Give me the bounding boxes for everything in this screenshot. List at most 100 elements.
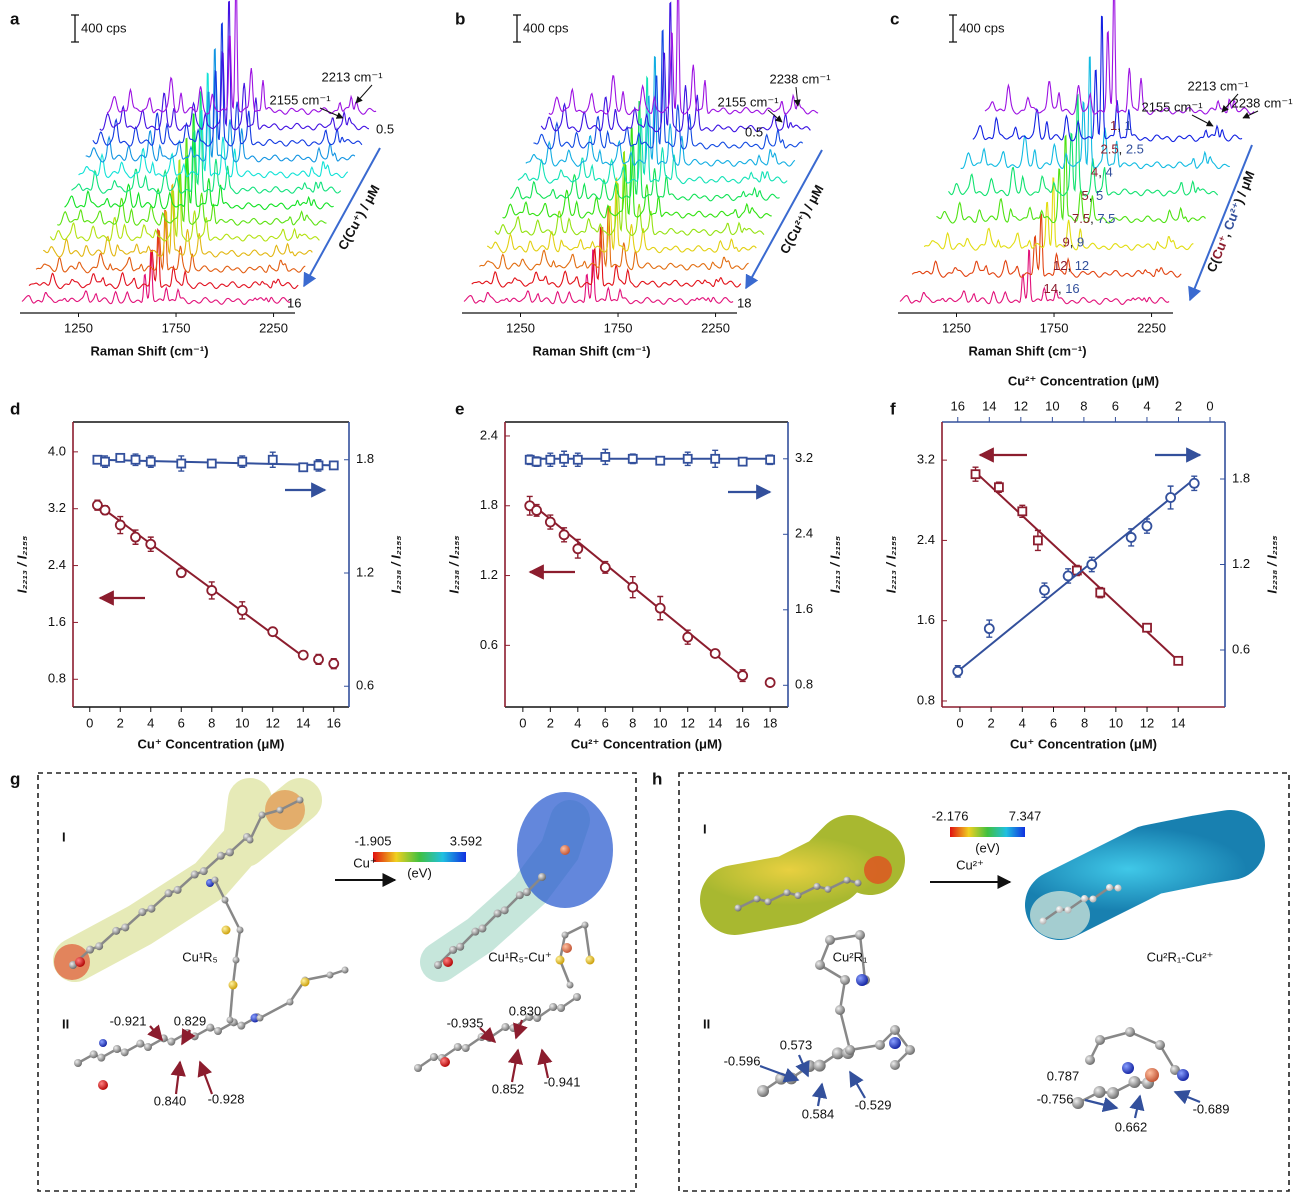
atom	[456, 943, 464, 951]
x-tick-label: 1250	[942, 320, 971, 335]
esp-region	[864, 856, 892, 884]
cu1-concentration: 4	[1091, 165, 1098, 180]
y2-tick-label: 1.8	[1232, 470, 1250, 485]
atom	[165, 889, 173, 897]
charge-label: 0.830	[509, 1003, 542, 1018]
cu2-concentration: 16	[1065, 282, 1079, 297]
atom	[99, 1039, 107, 1047]
charge-label: 0.829	[174, 1013, 207, 1028]
data-point	[330, 461, 338, 469]
atom	[586, 956, 595, 965]
cu2-concentration: 5	[1096, 188, 1103, 203]
panel-label: a	[10, 9, 20, 28]
y-axis-label: I₂₂₁₃ / I₂₁₅₅	[883, 536, 898, 593]
colorbar-max: 7.347	[1009, 808, 1042, 823]
scale-bar-label: 400 cps	[959, 20, 1005, 35]
atom	[233, 957, 240, 964]
x-tick-label: 18	[763, 715, 777, 730]
data-point	[101, 506, 110, 515]
x-tick-label: 2250	[1137, 320, 1166, 335]
atom	[1155, 1040, 1165, 1050]
x-tick-label: 0	[956, 715, 963, 730]
x-axis-label: Cu²⁺ Concentration (μM)	[571, 736, 722, 751]
charge-label: -0.689	[1193, 1101, 1230, 1116]
panel-label: f	[890, 399, 896, 418]
atom	[1145, 1068, 1159, 1082]
peak-annotation: 2155 cm⁻¹	[1141, 99, 1203, 114]
y-tick-label: 3.2	[917, 452, 935, 467]
x-tick-label: 12	[1140, 715, 1154, 730]
scale-bar	[513, 15, 521, 42]
cu1-concentration: 12	[1053, 258, 1067, 273]
y-tick-label: 4.0	[48, 443, 66, 458]
atom	[1177, 1069, 1189, 1081]
section-label: I	[62, 829, 66, 844]
charge-label: -0.756	[1037, 1091, 1074, 1106]
atom	[136, 1040, 144, 1048]
atom	[1085, 1055, 1095, 1065]
x-tick-label: 16	[327, 715, 341, 730]
atom	[90, 1050, 98, 1058]
data-point	[546, 456, 554, 464]
data-point	[656, 604, 665, 613]
atom	[735, 905, 742, 912]
y-tick-label: 3.2	[48, 500, 66, 515]
x2-tick-label: 0	[1206, 398, 1213, 413]
data-point	[628, 583, 637, 592]
data-point	[177, 460, 185, 468]
x-tick-label: 14	[1171, 715, 1185, 730]
atom	[1115, 885, 1122, 892]
atom	[443, 957, 453, 967]
charge-label: 0.662	[1115, 1119, 1148, 1134]
atom	[95, 942, 103, 950]
bond	[225, 900, 240, 930]
esp-region	[1030, 891, 1090, 939]
atom	[1081, 895, 1088, 902]
atom	[226, 848, 234, 856]
data-point	[683, 633, 692, 642]
y-axis-label: I₂₂₃₈ / I₂₁₅₅	[446, 535, 461, 593]
x2-tick-label: 10	[1045, 398, 1059, 413]
atom	[86, 946, 94, 954]
atom	[501, 906, 509, 914]
atom	[795, 892, 802, 899]
colorbar	[373, 852, 466, 862]
data-point	[738, 671, 747, 680]
y-tick-label: 2.4	[917, 532, 935, 547]
atom	[327, 972, 334, 979]
reaction-reagent: Cu⁺	[353, 855, 376, 870]
annotation-arrow	[1192, 115, 1213, 126]
data-point	[766, 678, 775, 687]
atom	[113, 1045, 121, 1053]
annotation-arrow	[320, 108, 343, 118]
x2-tick-label: 4	[1143, 398, 1150, 413]
y2-tick-label: 1.2	[1232, 556, 1250, 571]
spectrum-trace	[900, 250, 1169, 304]
data-point	[560, 530, 569, 539]
data-point	[684, 455, 692, 463]
concentration-label: 14, 16	[1044, 282, 1080, 297]
bond	[840, 1010, 850, 1050]
atom	[74, 1059, 82, 1067]
data-point	[268, 627, 277, 636]
x-tick-label: 10	[1109, 715, 1123, 730]
concentration-label: 0.5	[376, 121, 394, 136]
atom	[167, 1038, 175, 1046]
molecule-label: Cu²R₁-Cu²⁺	[1147, 949, 1214, 964]
atom	[1122, 1062, 1134, 1074]
atom	[835, 1005, 845, 1015]
atom	[814, 883, 821, 890]
cu2-concentration: 9	[1077, 235, 1084, 250]
atom	[147, 905, 155, 913]
atom	[840, 975, 850, 985]
separator: ,	[1089, 188, 1096, 203]
atom	[825, 886, 832, 893]
x-axis-label: Cu⁺ Concentration (μM)	[1010, 736, 1157, 751]
atom	[814, 1060, 826, 1072]
cu1-concentration: 7.5	[1072, 212, 1090, 227]
x-tick-label: 10	[653, 715, 667, 730]
atom	[75, 957, 85, 967]
y2-axis-label: I₂₂₃₈ / I₂₁₅₅	[388, 535, 403, 593]
peak-annotation: 2213 cm⁻¹	[321, 69, 383, 84]
data-point	[985, 624, 994, 633]
